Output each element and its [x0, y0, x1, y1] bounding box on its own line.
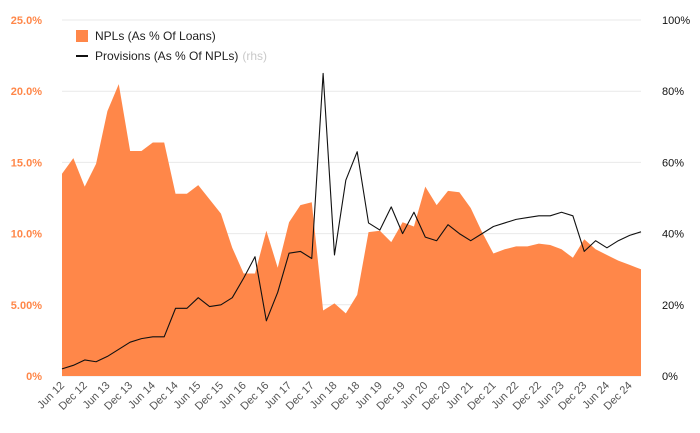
y-left-axis: 0% 5.00% 10.0% 15.0% 20.0% 25.0% [11, 15, 42, 383]
npl-area-layer [62, 84, 641, 376]
y-right-tick-label: 60% [662, 157, 684, 169]
y-right-tick-label: 40% [662, 229, 684, 241]
legend-item-npls: NPLs (As % Of Loans) [76, 26, 267, 46]
y-left-tick-label: 10.0% [11, 229, 42, 241]
y-right-tick-label: 100% [662, 15, 690, 27]
legend-label-npls: NPLs (As % Of Loans) [95, 29, 216, 43]
legend-item-provisions: Provisions (As % Of NPLs) (rhs) [76, 46, 267, 66]
npl-area [62, 84, 641, 376]
y-right-tick-label: 80% [662, 86, 684, 98]
provisions-line-layer [61, 72, 642, 370]
y-left-tick-label: 5.00% [11, 300, 42, 312]
y-right-tick-label: 20% [662, 300, 684, 312]
y-left-tick-label: 25.0% [11, 15, 42, 27]
y-left-tick-label: 0% [26, 371, 42, 383]
legend: NPLs (As % Of Loans) Provisions (As % Of… [76, 26, 267, 66]
provisions-line [61, 72, 642, 370]
legend-swatch-npls [76, 30, 88, 42]
y-right-tick-label: 0% [662, 371, 678, 383]
y-left-tick-label: 20.0% [11, 86, 42, 98]
y-right-axis: 0% 20% 40% 60% 80% 100% [662, 15, 690, 383]
legend-rhs-note: (rhs) [242, 49, 268, 63]
legend-swatch-provisions [76, 55, 88, 57]
y-left-tick-label: 15.0% [11, 157, 42, 169]
legend-label-provisions: Provisions (As % Of NPLs) [95, 49, 239, 63]
